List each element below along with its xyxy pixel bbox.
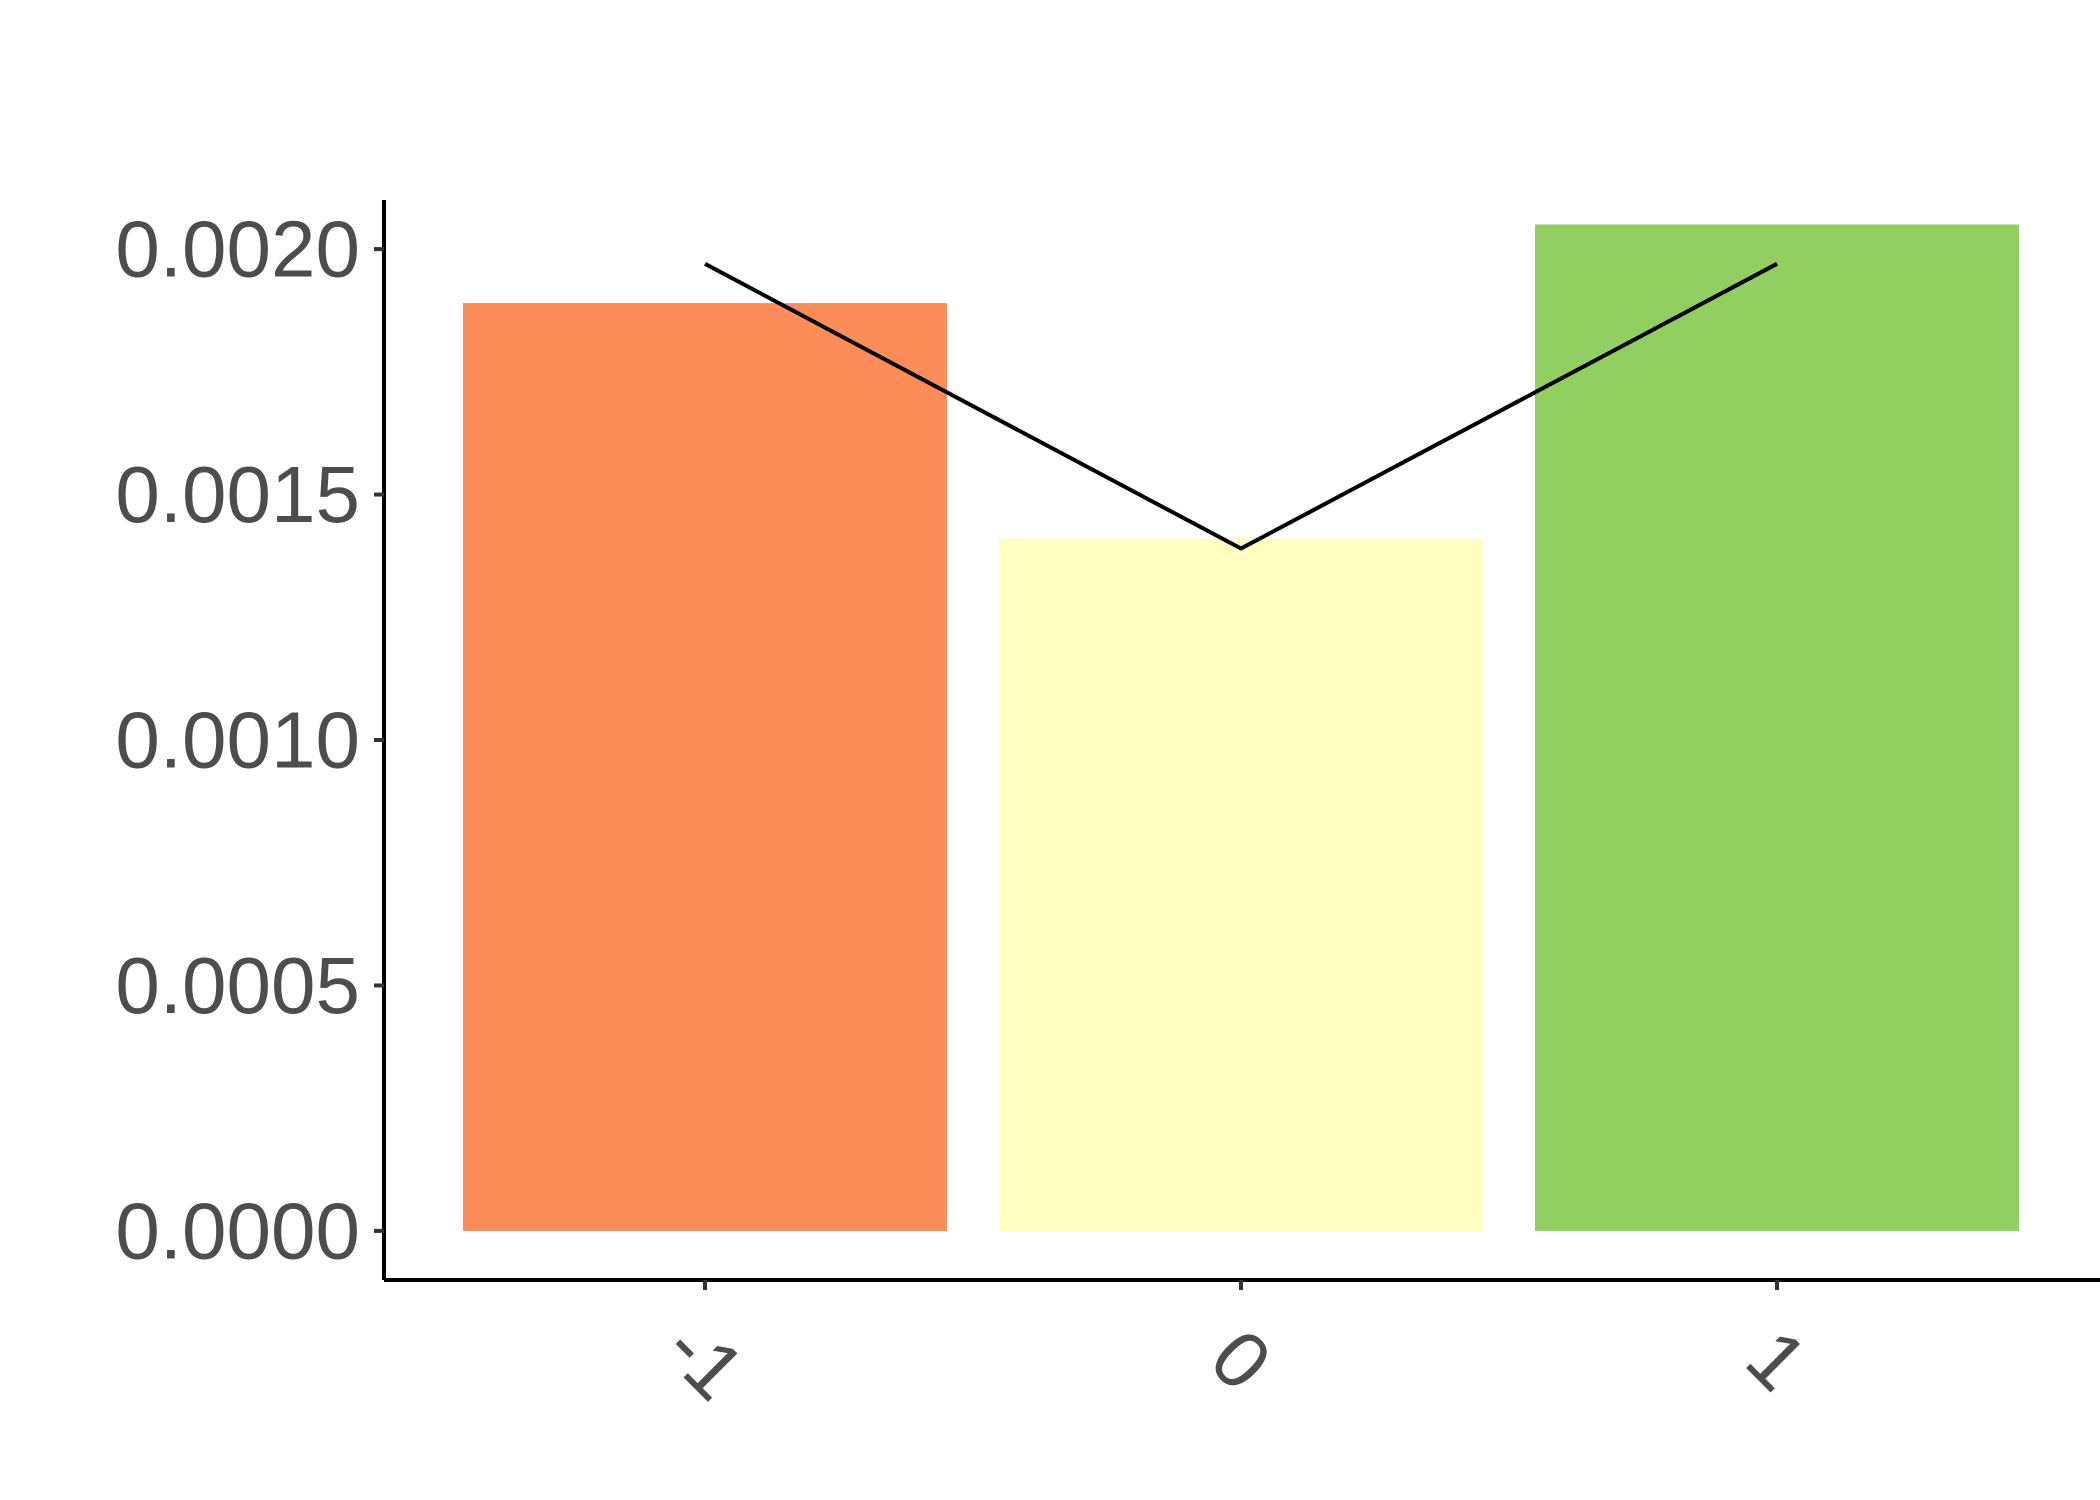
bars: [463, 224, 2019, 1231]
y-axis-ticks: 0.0000 0.0005 0.0010 0.0015 0.0020: [115, 205, 384, 1275]
x-tick-label: -1: [648, 1303, 761, 1416]
bar-1: [1535, 224, 2019, 1231]
x-tick-label: 1: [1730, 1313, 1824, 1407]
y-tick-label: 0.0015: [115, 450, 360, 539]
y-tick-label: 0.0020: [115, 205, 360, 294]
y-tick-label: 0.0010: [115, 696, 360, 785]
y-tick-label: 0.0000: [115, 1186, 360, 1275]
bar-0: [999, 538, 1483, 1231]
x-tick-label: 0: [1194, 1313, 1288, 1407]
trend-line-layer: [704, 262, 1778, 551]
trend-line: [704, 262, 1778, 551]
bar--1: [463, 303, 947, 1231]
y-tick-label: 0.0005: [115, 941, 360, 1030]
x-axis-ticks: -1 0 1: [648, 1280, 1824, 1417]
